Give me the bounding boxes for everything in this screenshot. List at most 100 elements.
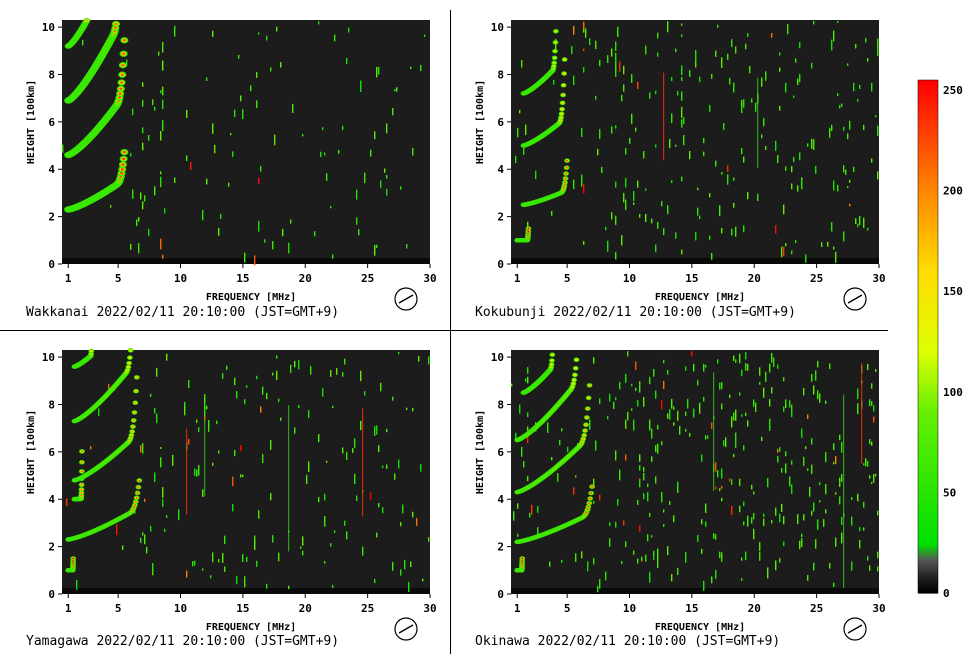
caption-okinawa: Okinawa 2022/02/11 20:10:00 (JST=GMT+9)	[475, 634, 781, 649]
y-tick-label: 0	[48, 588, 55, 601]
y-tick-label: 6	[48, 446, 55, 459]
y-tick-label: 4	[497, 493, 504, 506]
y-tick-label: 10	[42, 21, 55, 34]
x-tick-label: 5	[564, 602, 571, 615]
x-axis-label: FREQUENCY [MHz]	[206, 292, 296, 303]
echo-trace	[520, 28, 559, 96]
colorbar-tick-label: 250	[943, 84, 963, 97]
plot-baseline-strip	[511, 258, 879, 264]
orientation-icon-needle	[398, 624, 414, 634]
plot-baseline-strip	[62, 588, 430, 594]
x-tick-label: 1	[65, 602, 72, 615]
echo-trace	[71, 375, 140, 483]
orientation-icon-needle	[847, 294, 863, 304]
x-tick-label: 25	[810, 602, 823, 615]
y-axis-label: HEIGHT [100km]	[26, 410, 37, 494]
x-tick-label: 15	[236, 602, 249, 615]
colorbar-tick-label: 200	[943, 185, 963, 198]
echo-trace	[520, 57, 568, 148]
x-tick-label: 25	[361, 602, 374, 615]
x-axis-label: FREQUENCY [MHz]	[206, 622, 296, 633]
echo-trace	[64, 17, 91, 49]
echo-trace	[71, 348, 95, 369]
y-tick-label: 8	[497, 398, 504, 411]
y-axis-label: HEIGHT [100km]	[26, 80, 37, 164]
echo-trace	[64, 20, 121, 104]
x-tick-label: 20	[299, 272, 312, 285]
caption-wakkanai: Wakkanai 2022/02/11 20:10:00 (JST=GMT+9)	[26, 305, 340, 320]
echo-trace	[64, 148, 129, 213]
noise-layer	[515, 20, 879, 263]
echo-trace	[71, 449, 85, 502]
x-tick-label: 30	[872, 602, 885, 615]
x-axis-label: FREQUENCY [MHz]	[655, 292, 745, 303]
echo-trace	[514, 226, 532, 243]
x-tick-label: 10	[174, 602, 187, 615]
y-tick-label: 2	[48, 211, 55, 224]
horizontal-divider	[0, 330, 888, 331]
x-tick-label: 20	[748, 602, 761, 615]
y-tick-label: 4	[497, 163, 504, 176]
y-tick-label: 4	[48, 493, 55, 506]
x-tick-label: 5	[115, 602, 122, 615]
y-axis-label: HEIGHT [100km]	[475, 80, 486, 164]
y-tick-label: 0	[497, 588, 504, 601]
y-tick-label: 10	[491, 351, 504, 364]
plot-area	[511, 350, 879, 594]
echo-trace	[514, 383, 593, 495]
echo-trace	[65, 556, 77, 573]
x-tick-label: 5	[115, 272, 122, 285]
x-tick-label: 15	[685, 602, 698, 615]
echo-trace	[71, 348, 134, 424]
y-tick-label: 6	[497, 116, 504, 129]
x-tick-label: 10	[623, 272, 636, 285]
noise-layer	[511, 351, 879, 593]
x-tick-label: 1	[65, 272, 72, 285]
y-tick-label: 2	[48, 541, 55, 554]
caption-yamagawa: Yamagawa 2022/02/11 20:10:00 (JST=GMT+9)	[26, 634, 340, 649]
colorbar-tick-label: 50	[943, 486, 956, 499]
y-tick-label: 10	[42, 351, 55, 364]
orientation-icon-needle	[847, 624, 863, 634]
echo-trace	[520, 158, 571, 208]
plot-area	[62, 20, 430, 264]
orientation-icon-needle	[398, 294, 414, 304]
y-tick-label: 2	[497, 211, 504, 224]
noise-layer	[66, 351, 430, 593]
vertical-divider	[450, 10, 451, 654]
y-tick-label: 6	[497, 446, 504, 459]
x-tick-label: 15	[236, 272, 249, 285]
y-tick-label: 10	[491, 21, 504, 34]
x-tick-label: 25	[810, 272, 823, 285]
plot-baseline-strip	[62, 258, 430, 264]
colorbar-tick-label: 100	[943, 386, 963, 399]
plot-baseline-strip	[511, 588, 879, 594]
colorbar-frame	[917, 79, 939, 594]
echo-trace	[65, 478, 143, 542]
echo-trace	[520, 352, 556, 395]
x-tick-label: 15	[685, 272, 698, 285]
x-tick-label: 1	[514, 272, 521, 285]
caption-kokubunji: Kokubunji 2022/02/11 20:10:00 (JST=GMT+9…	[475, 305, 796, 320]
y-tick-label: 0	[497, 258, 504, 271]
plot-area	[511, 20, 879, 264]
x-tick-label: 30	[872, 272, 885, 285]
x-tick-label: 25	[361, 272, 374, 285]
x-tick-label: 30	[423, 272, 436, 285]
y-tick-label: 8	[497, 68, 504, 81]
echo-trace	[514, 484, 595, 545]
x-tick-label: 5	[564, 272, 571, 285]
y-axis-label: HEIGHT [100km]	[475, 410, 486, 494]
colorbar: 250 200 150 100 50 0	[917, 79, 963, 600]
colorbar-tick-label: 150	[943, 285, 963, 298]
x-tick-label: 1	[514, 602, 521, 615]
x-tick-label: 20	[748, 272, 761, 285]
x-axis-label: FREQUENCY [MHz]	[655, 622, 745, 633]
y-tick-label: 8	[48, 398, 55, 411]
x-tick-label: 20	[299, 602, 312, 615]
